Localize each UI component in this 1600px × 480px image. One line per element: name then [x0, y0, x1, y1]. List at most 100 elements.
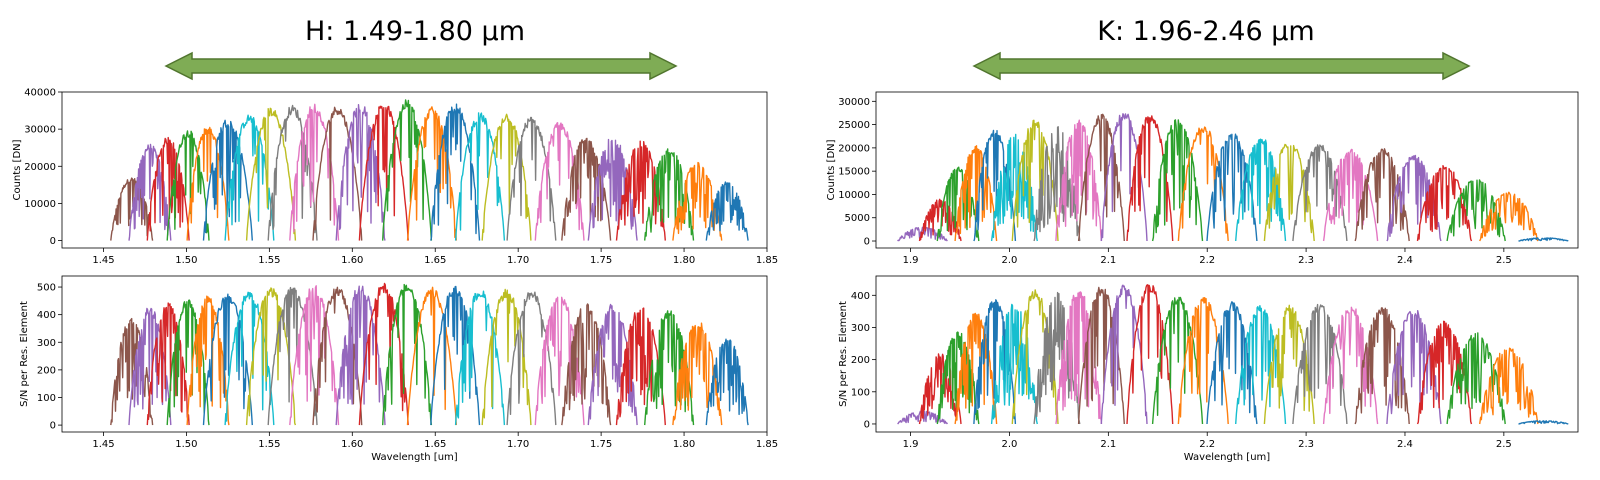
y-tick-label: 15000: [838, 167, 870, 178]
spectral-order-2: [128, 143, 172, 241]
spectral-order-18: [481, 113, 532, 241]
spectral-order-25: [1518, 237, 1569, 242]
y-tick-label: 20000: [24, 162, 56, 173]
axes-frame: [61, 91, 768, 249]
spectral-order-16: [1235, 138, 1287, 242]
spectral-order-4: [166, 130, 210, 241]
spectral-order-26: [705, 338, 749, 426]
spectral-order-14: [382, 99, 433, 241]
y-tick-label: 300: [851, 323, 870, 334]
x-tick-label: 1.65: [424, 439, 446, 450]
y-tick-label: 500: [37, 283, 56, 294]
x-tick-label: 1.9: [903, 255, 919, 266]
y-axis-label: S/N per Res. Element: [838, 301, 849, 407]
x-tick-label: 2.5: [1496, 439, 1512, 450]
spectral-order-2: [128, 307, 172, 426]
spectral-order-21: [561, 303, 612, 426]
spectral-order-10: [1077, 113, 1125, 242]
spectral-order-6: [202, 119, 253, 241]
x-tick-label: 1.50: [175, 439, 197, 450]
y-tick-label: 0: [864, 419, 870, 430]
spectral-order-18: [1292, 303, 1348, 425]
x-tick-label: 1.85: [756, 255, 778, 266]
y-tick-label: 200: [37, 365, 56, 376]
x-tick-label: 1.80: [673, 255, 695, 266]
spectral-order-19: [506, 116, 557, 241]
x-tick-label: 2.4: [1397, 255, 1413, 266]
x-tick-label: 1.70: [507, 439, 529, 450]
x-tick-label: 2.2: [1199, 255, 1215, 266]
spectral-order-3: [146, 136, 190, 241]
k-counts-panel: 1.9 2.0 2.1 2.2 2.3 2.4 2.5 0 5000 10000 15000 2000…: [826, 91, 1579, 266]
x-tick-label: 1.65: [424, 255, 446, 266]
axes-frame: [875, 275, 1579, 433]
spectral-order-8: [245, 287, 297, 426]
spectral-order-26: [705, 181, 749, 241]
x-tick-label: 2.1: [1100, 439, 1116, 450]
spectral-order-3: [936, 166, 980, 242]
x-tick-label: 2.0: [1002, 439, 1018, 450]
axes-frame: [875, 91, 1579, 249]
y-tick-label: 0: [50, 421, 56, 432]
spectral-order-17: [454, 290, 506, 426]
spectral-order-23: [615, 307, 666, 426]
spectral-order-6: [990, 303, 1038, 425]
y-tick-label: 10000: [24, 199, 56, 210]
h-band-label: H: 1.49-1.80 µm: [305, 16, 525, 47]
spectral-order-1: [110, 177, 154, 241]
h-snr-panel: 1.45 1.50 1.55 1.60 1.65 1.70 1.75 1.80 1.85 0 100…: [19, 275, 778, 463]
spectral-order-24: [1479, 191, 1539, 242]
y-tick-label: 30000: [838, 97, 870, 108]
spectral-order-8: [245, 107, 297, 241]
y-tick-label: 0: [50, 236, 56, 247]
spectral-order-19: [1322, 306, 1379, 425]
y-axis-label: Counts [DN]: [826, 139, 837, 200]
spectral-order-3: [146, 302, 190, 426]
x-axis-label: Wavelength [um]: [1184, 452, 1270, 463]
y-tick-label: 20000: [838, 143, 870, 154]
x-tick-label: 2.1: [1100, 255, 1116, 266]
x-tick-label: 1.75: [590, 255, 612, 266]
spectral-order-17: [454, 112, 506, 241]
spectral-order-5: [186, 295, 230, 426]
y-tick-label: 5000: [845, 213, 870, 224]
spectral-order-15: [406, 286, 457, 426]
y-tick-label: 25000: [838, 120, 870, 131]
x-tick-label: 2.5: [1496, 255, 1512, 266]
spectral-order-13: [358, 282, 409, 426]
spectral-order-13: [1151, 119, 1204, 242]
x-tick-label: 2.4: [1397, 439, 1413, 450]
x-axis-label: Wavelength [um]: [371, 452, 457, 463]
x-tick-label: 2.3: [1298, 439, 1314, 450]
spectral-order-25: [1518, 420, 1569, 425]
y-tick-label: 400: [37, 310, 56, 321]
spectral-order-24: [1479, 347, 1539, 425]
y-axis-label: Counts [DN]: [12, 139, 23, 200]
y-tick-label: 30000: [24, 125, 56, 136]
x-tick-label: 1.9: [903, 439, 919, 450]
spectral-order-13: [358, 105, 409, 241]
y-tick-label: 0: [864, 237, 870, 248]
k-band-label: K: 1.96-2.46 µm: [1097, 16, 1314, 47]
spectral-order-20: [534, 296, 585, 426]
spectral-order-11: [1100, 284, 1148, 425]
x-tick-label: 1.55: [258, 255, 280, 266]
spectral-order-20: [1354, 307, 1410, 425]
spectral-order-14: [382, 283, 433, 426]
y-axis-label: S/N per Res. Element: [19, 301, 30, 407]
spectral-order-7: [1011, 119, 1059, 242]
x-tick-label: 1.45: [92, 439, 114, 450]
x-tick-label: 1.60: [341, 255, 363, 266]
spectral-order-11: [312, 286, 363, 426]
x-tick-label: 2.0: [1002, 255, 1018, 266]
spectral-order-4: [954, 312, 998, 425]
x-tick-label: 2.2: [1199, 439, 1215, 450]
x-tick-label: 1.45: [92, 255, 114, 266]
spectral-order-17: [1263, 304, 1315, 425]
y-tick-label: 100: [37, 393, 56, 404]
h-band-range-arrow: [164, 51, 678, 81]
spectral-order-2: [918, 198, 962, 242]
x-tick-label: 1.80: [673, 439, 695, 450]
